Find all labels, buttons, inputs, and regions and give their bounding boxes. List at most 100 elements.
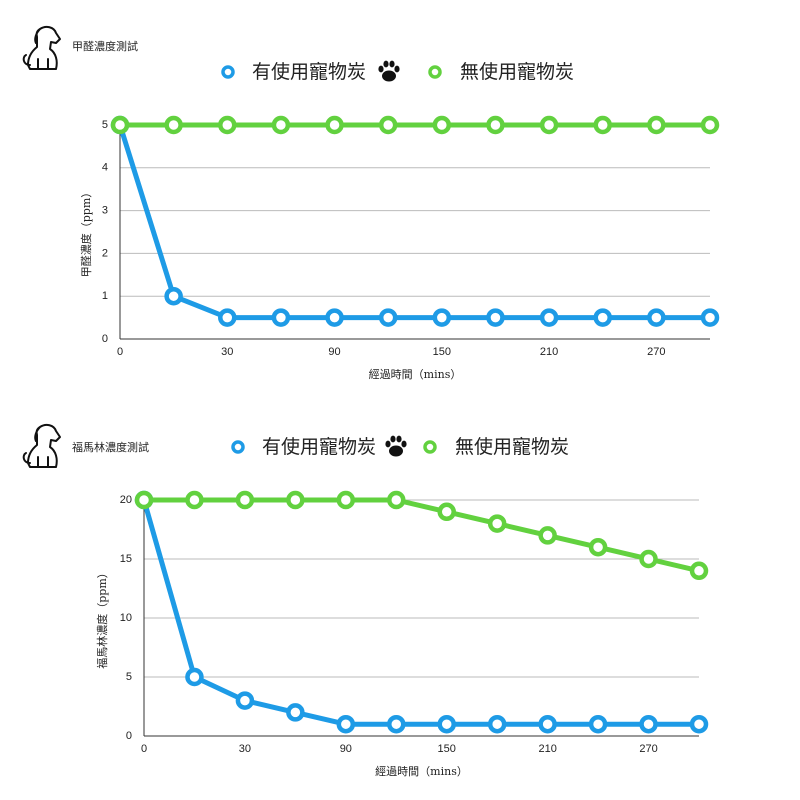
x-tick-label: 0 [141, 743, 147, 755]
series-line [117, 124, 710, 321]
point [593, 115, 612, 135]
y-tick-label: 0 [126, 730, 132, 742]
point [378, 308, 398, 327]
paw-toe [390, 435, 396, 443]
point [235, 691, 255, 710]
x-axis-label: 經過時間（mins） [369, 367, 462, 381]
point [387, 490, 406, 510]
point [325, 115, 344, 135]
point [164, 286, 183, 306]
point [538, 714, 557, 734]
point [486, 115, 505, 135]
point [286, 490, 305, 510]
paw-icon [385, 435, 407, 457]
point [432, 115, 452, 135]
paw-icon [378, 60, 400, 82]
point [487, 714, 507, 734]
y-tick-label: 20 [120, 494, 132, 506]
point [110, 115, 130, 135]
point [185, 667, 204, 687]
paw-toe [401, 440, 407, 448]
point [539, 115, 559, 135]
x-tick-label: 150 [433, 346, 451, 358]
chart-title: 甲醛濃度測試 [72, 39, 138, 53]
point [185, 490, 204, 510]
point [325, 308, 344, 327]
point [286, 703, 305, 722]
point [639, 549, 658, 569]
y-tick-label: 4 [102, 162, 108, 174]
x-tick-label: 210 [538, 743, 556, 755]
legend-marker [231, 440, 245, 454]
point [486, 308, 505, 327]
point [593, 308, 612, 327]
x-tick-label: 270 [639, 743, 657, 755]
point [639, 714, 658, 734]
legend-marker [221, 65, 235, 79]
point [487, 514, 507, 533]
point [539, 308, 559, 327]
point [647, 115, 666, 135]
point [588, 537, 608, 557]
point [700, 115, 720, 135]
x-tick-label: 90 [328, 346, 340, 358]
y-tick-label: 3 [102, 205, 108, 217]
point [387, 714, 406, 734]
point [647, 308, 666, 327]
point [235, 490, 255, 510]
paw-toe [378, 65, 384, 73]
paw-toe [389, 60, 395, 68]
y-tick-label: 0 [102, 333, 108, 345]
paw-pad [382, 70, 396, 82]
x-tick-label: 150 [438, 743, 456, 755]
dog-icon [22, 25, 61, 70]
legend-marker [423, 440, 437, 454]
point [164, 115, 183, 135]
point [218, 308, 237, 327]
y-tick-label: 2 [102, 247, 108, 259]
point [437, 714, 456, 734]
legend-marker [428, 65, 442, 79]
x-tick-label: 30 [239, 743, 251, 755]
legend-label: 有使用寵物炭 [252, 61, 366, 83]
series-line [144, 497, 700, 574]
point [700, 308, 720, 327]
x-tick-label: 0 [117, 346, 123, 358]
legend-label: 無使用寵物炭 [460, 61, 574, 83]
y-axis-label: 福馬林濃度（ppm） [95, 567, 109, 669]
legend-label: 有使用寵物炭 [262, 436, 376, 458]
point [432, 308, 452, 327]
y-tick-label: 5 [102, 119, 108, 131]
point [538, 526, 557, 545]
y-axis-label: 甲醛濃度（ppm） [79, 187, 93, 278]
series-line [141, 499, 699, 727]
paw-toe [385, 440, 391, 448]
y-tick-label: 15 [120, 553, 132, 565]
paw-toe [396, 435, 402, 443]
x-tick-label: 270 [647, 346, 665, 358]
paw-toe [383, 60, 389, 68]
y-tick-label: 5 [126, 671, 132, 683]
point [218, 115, 237, 135]
dog-icon [22, 423, 61, 468]
point [689, 714, 709, 734]
point [336, 714, 356, 734]
chart-title: 福馬林濃度測試 [72, 440, 149, 454]
x-tick-label: 210 [540, 346, 558, 358]
point [271, 308, 291, 327]
paw-toe [394, 65, 400, 73]
point [271, 115, 291, 135]
point [134, 490, 154, 510]
legend-label: 無使用寵物炭 [455, 436, 569, 458]
x-tick-label: 30 [221, 346, 233, 358]
point [588, 714, 608, 734]
paw-pad [389, 445, 403, 457]
point [378, 115, 398, 135]
x-axis-label: 經過時間（mins） [375, 764, 468, 778]
x-tick-label: 90 [340, 743, 352, 755]
point [437, 502, 456, 522]
point [689, 561, 709, 581]
y-tick-label: 1 [102, 290, 108, 302]
